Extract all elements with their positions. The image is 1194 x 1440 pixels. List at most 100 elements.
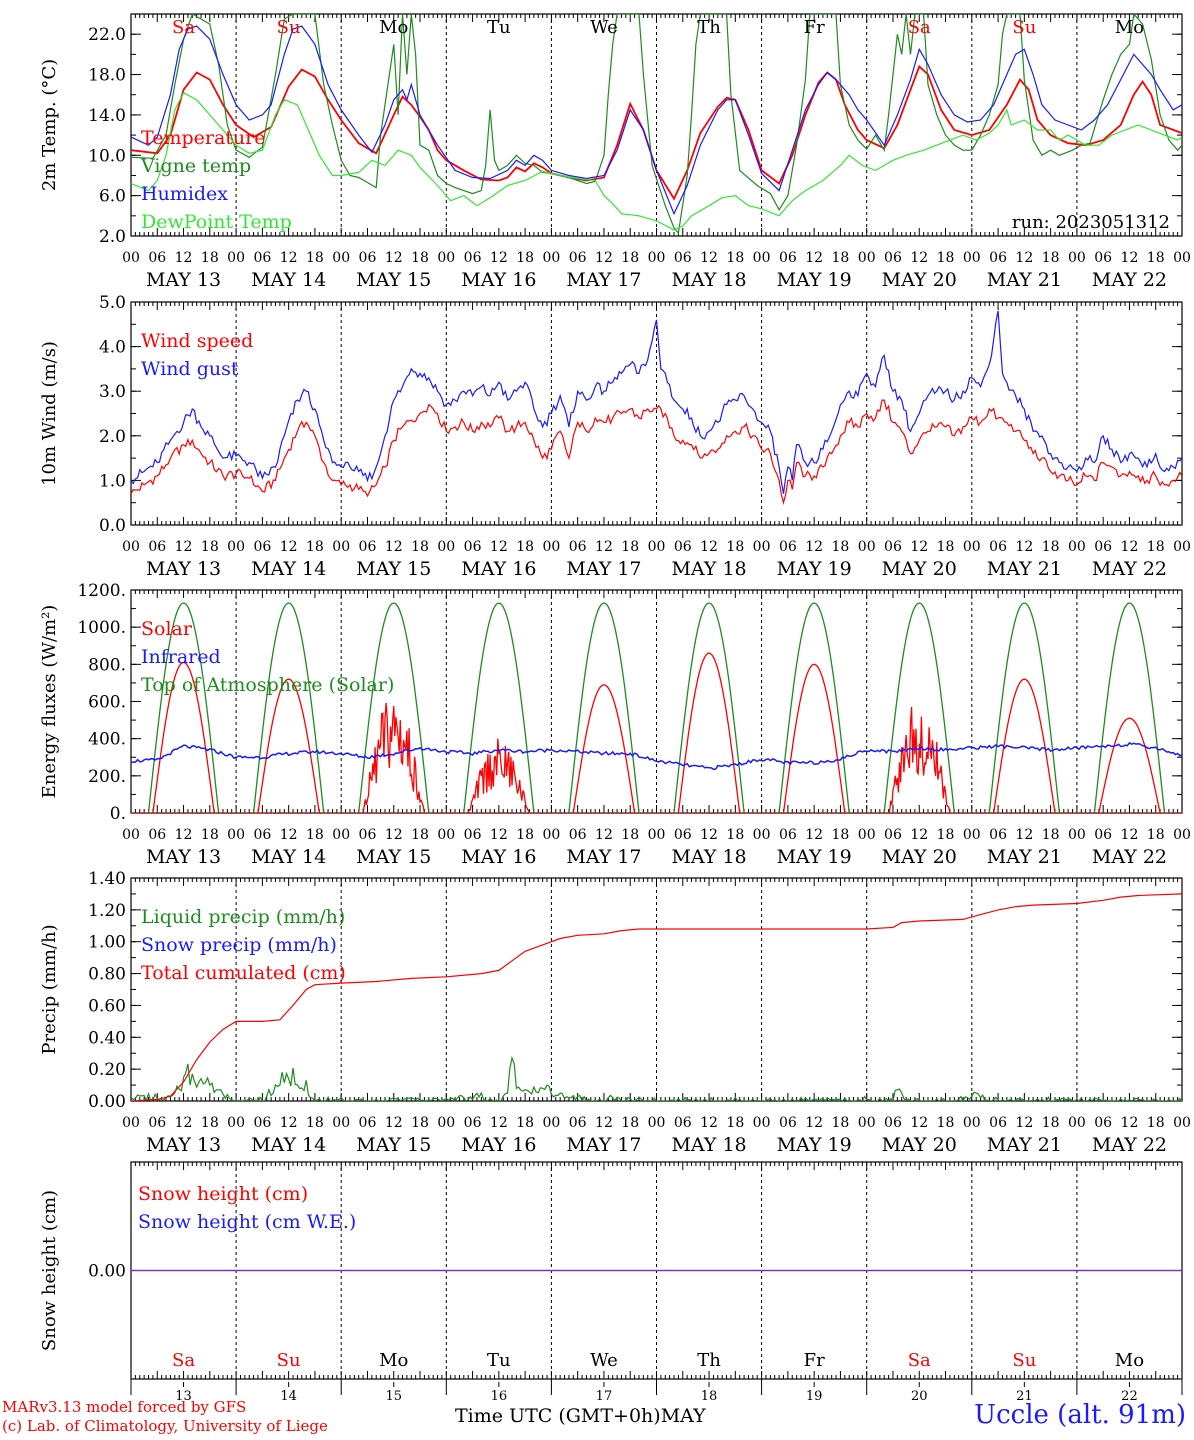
legend-dewpoint-temp: DewPoint Temp: [141, 211, 292, 233]
hour-tick-label: 18: [306, 539, 324, 555]
y-tick-label: 0.80: [88, 965, 126, 985]
y-tick-label: 400.: [88, 730, 126, 750]
hour-tick-label: 00: [1068, 250, 1086, 266]
hour-tick-label: 18: [516, 1115, 534, 1131]
y-tick-label: 1.40: [88, 869, 126, 889]
hour-tick-label: 18: [411, 539, 429, 555]
hour-tick-label: 12: [805, 1115, 823, 1131]
hour-tick-label: 18: [621, 539, 639, 555]
weekday-label: Sa: [908, 1350, 931, 1371]
hour-tick-label: 12: [175, 1115, 193, 1131]
legend-humidex: Humidex: [141, 183, 228, 205]
day-number-label: 19: [806, 1389, 823, 1404]
hour-tick-label: 06: [779, 827, 797, 843]
series-group: [131, 602, 1182, 813]
weekday-label: Fr: [804, 1350, 825, 1371]
hour-tick-label: 06: [779, 250, 797, 266]
date-label: MAY 17: [566, 269, 641, 291]
day-number-label: 16: [491, 1389, 508, 1404]
legend-snow-precip-mm-h-: Snow precip (mm/h): [141, 934, 337, 956]
series-wind-gust: [131, 310, 1182, 494]
hour-tick-label: 06: [1094, 539, 1112, 555]
legend-solar: Solar: [141, 618, 193, 640]
weekday-label: Sa: [908, 17, 931, 38]
hour-tick-label: 18: [411, 250, 429, 266]
weekday-label: We: [590, 17, 618, 38]
station-title: Uccle (alt. 91m): [974, 1400, 1186, 1430]
hour-tick-label: 00: [858, 1115, 876, 1131]
hour-tick-label: 12: [385, 1115, 403, 1131]
date-label: MAY 13: [146, 558, 221, 580]
hour-tick-label: 12: [700, 827, 718, 843]
y-axis-label: 2m Temp. (°C): [39, 59, 60, 191]
hour-tick-label: 06: [884, 250, 902, 266]
hour-tick-label: 06: [779, 1115, 797, 1131]
legend-temperature: Temperature: [141, 127, 265, 149]
hour-tick-label: 12: [700, 250, 718, 266]
day-number-label: 17: [596, 1389, 613, 1404]
hour-tick-label: 06: [148, 1115, 166, 1131]
y-tick-label: 1.00: [88, 933, 126, 953]
hour-tick-label: 06: [148, 539, 166, 555]
hour-tick-label: 18: [1042, 827, 1060, 843]
hour-tick-label: 18: [201, 1115, 219, 1131]
hour-tick-label: 18: [726, 250, 744, 266]
series-infrared: [131, 741, 1182, 770]
day-number-label: 18: [701, 1389, 718, 1404]
weekday-label: We: [590, 1350, 618, 1371]
hour-tick-label: 18: [937, 250, 955, 266]
hour-tick-label: 00: [122, 827, 140, 843]
hour-tick-label: 12: [595, 250, 613, 266]
date-label: MAY 16: [461, 846, 536, 868]
hour-tick-label: 06: [148, 250, 166, 266]
weekday-label: Sa: [172, 17, 195, 38]
legend-wind-gust: Wind gust: [141, 358, 239, 380]
hour-tick-label: 00: [122, 1115, 140, 1131]
hour-tick-label: 00: [963, 539, 981, 555]
series-total-cumulated-cm-: [131, 893, 1182, 1101]
weekday-label: Tu: [487, 17, 511, 38]
hour-tick-label: 00: [122, 539, 140, 555]
hour-tick-label: 12: [490, 539, 508, 555]
hour-tick-label: 00: [332, 1115, 350, 1131]
hour-tick-label: 12: [1121, 250, 1139, 266]
legend-liquid-precip-mm-h-: Liquid precip (mm/h): [141, 906, 345, 928]
weekday-label: Tu: [487, 1350, 511, 1371]
hour-tick-label: 18: [832, 1115, 850, 1131]
hour-tick-label: 00: [753, 250, 771, 266]
hour-tick-label: 12: [700, 539, 718, 555]
hour-tick-label: 00: [648, 250, 666, 266]
hour-tick-label: 18: [411, 1115, 429, 1131]
hour-tick-label: 12: [595, 827, 613, 843]
hour-tick-label: 06: [464, 1115, 482, 1131]
hour-tick-label: 18: [306, 250, 324, 266]
weekday-label: Su: [1012, 1350, 1036, 1371]
hour-tick-label: 18: [1147, 250, 1165, 266]
date-label: MAY 16: [461, 558, 536, 580]
y-tick-label: 3.0: [99, 382, 126, 402]
lab-credit: (c) Lab. of Climatology, University of L…: [2, 1417, 328, 1435]
hour-tick-label: 06: [569, 827, 587, 843]
hour-tick-label: 06: [1094, 1115, 1112, 1131]
hour-tick-label: 00: [542, 250, 560, 266]
hour-tick-label: 00: [227, 539, 245, 555]
hour-tick-label: 12: [595, 1115, 613, 1131]
date-label: MAY 18: [671, 846, 746, 868]
hour-tick-label: 00: [332, 827, 350, 843]
date-label: MAY 15: [356, 846, 431, 868]
y-axis-label: Snow height (cm): [39, 1190, 60, 1351]
y-tick-label: 200.: [88, 767, 126, 787]
hour-tick-label: 12: [1121, 539, 1139, 555]
date-label: MAY 15: [356, 269, 431, 291]
hour-tick-label: 18: [621, 1115, 639, 1131]
legend-wind-speed: Wind speed: [141, 330, 253, 352]
day-number-label: 14: [280, 1389, 297, 1404]
model-credit: MARv3.13 model forced by GFS (c) Lab. of…: [2, 1398, 328, 1436]
hour-tick-label: 00: [1173, 539, 1191, 555]
panel-2: 0.0 1.0 2.0 3.0 4.0 5.0 10m Wind (m/s) Wind spe…: [39, 293, 1191, 580]
hour-tick-label: 00: [963, 1115, 981, 1131]
series-liquid-precip-mm-h-: [131, 1055, 1182, 1101]
legend-infrared: Infrared: [141, 646, 221, 668]
plot-frame: [130, 589, 1183, 814]
series-group: [131, 893, 1182, 1101]
